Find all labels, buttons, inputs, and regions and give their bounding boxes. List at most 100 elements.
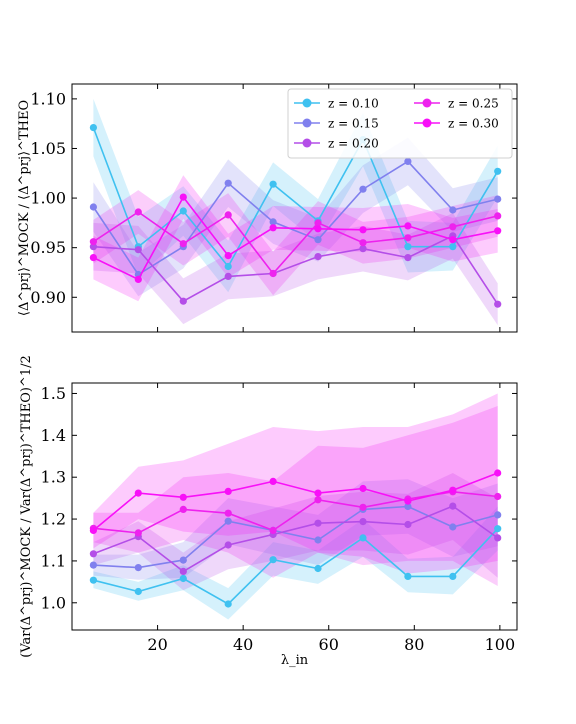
- data-point-top-4-4: [269, 224, 277, 232]
- legend-label-3: z = 0.25: [448, 97, 499, 111]
- series-top-4: [89, 193, 502, 283]
- data-point-bottom-1-8: [449, 523, 457, 531]
- data-point-bottom-4-1: [134, 489, 142, 497]
- data-point-top-1-8: [449, 206, 457, 214]
- data-point-top-2-9: [494, 300, 502, 308]
- band-top-series-3: [93, 190, 498, 296]
- legend-item-3: z = 0.25: [414, 97, 499, 111]
- data-point-top-0-3: [224, 262, 232, 271]
- data-point-bottom-1-7: [404, 502, 412, 511]
- data-point-top-0-8: [449, 243, 457, 251]
- data-point-top-3-1: [134, 208, 142, 216]
- legend-frame: [287, 88, 513, 159]
- data-point-top-3-7: [404, 234, 412, 242]
- data-point-bottom-1-2: [179, 556, 187, 564]
- data-point-top-3-0: [89, 238, 97, 246]
- bands-bottom: [93, 393, 498, 620]
- data-point-bottom-4-9: [494, 469, 502, 477]
- band-bottom-series-3: [93, 406, 498, 586]
- data-point-top-4-8: [449, 236, 457, 244]
- series-line-top-1: [92, 160, 498, 276]
- data-point-top-3-3: [224, 211, 232, 219]
- data-point-bottom-4-2: [179, 493, 187, 501]
- data-point-bottom-0-3: [224, 600, 232, 608]
- data-point-top-1-4: [269, 218, 277, 226]
- data-point-top-0-0: [89, 124, 97, 132]
- data-point-bottom-3-3: [224, 509, 232, 517]
- y-axis-label-top: ⟨Δ^prj⟩^MOCK / ⟨Δ^prj⟩^THEO: [17, 100, 32, 316]
- legend-item-0: z = 0.10: [294, 97, 379, 111]
- legend-item-4: z = 0.30: [414, 117, 499, 131]
- y-tick-label-top-4: 1.10: [30, 89, 66, 108]
- data-point-top-1-5: [314, 236, 322, 244]
- data-point-bottom-0-1: [134, 587, 142, 596]
- data-point-bottom-0-2: [179, 574, 187, 583]
- data-point-top-3-9: [494, 212, 502, 220]
- data-point-top-3-2: [179, 240, 187, 248]
- data-point-top-4-3: [224, 252, 232, 260]
- band-top-series-1: [93, 137, 498, 297]
- series-top-2: [89, 232, 502, 308]
- data-point-bottom-2-5: [314, 519, 322, 527]
- data-point-top-0-9: [494, 167, 502, 175]
- data-point-top-0-2: [179, 207, 187, 215]
- data-point-bottom-2-0: [89, 550, 97, 558]
- legend-marker-2: [302, 138, 312, 148]
- data-point-bottom-1-0: [89, 561, 97, 569]
- axes-frame-top: [71, 83, 518, 333]
- legend-label-4: z = 0.30: [448, 117, 499, 131]
- data-point-bottom-4-3: [224, 487, 232, 495]
- legend-item-1: z = 0.15: [294, 117, 379, 131]
- data-point-bottom-2-6: [359, 518, 367, 526]
- data-point-bottom-2-2: [179, 567, 187, 576]
- series-line-bottom-2: [93, 505, 499, 573]
- y-axis-label-bottom: (Var(Δ^prj)^MOCK / Var(Δ^prj)^THEO)^1/2: [19, 355, 34, 657]
- data-point-top-3-6: [359, 239, 367, 247]
- series-bottom-0: [89, 525, 502, 608]
- data-point-bottom-3-4: [269, 526, 277, 535]
- series-line-bottom-0: [93, 528, 499, 605]
- legend-marker-1: [302, 118, 312, 128]
- data-point-top-4-5: [314, 225, 322, 233]
- data-point-bottom-4-5: [314, 489, 322, 497]
- data-point-bottom-0-9: [494, 525, 502, 533]
- y-tick-label-bottom-5: 1.5: [41, 384, 66, 403]
- band-bottom-series-0: [93, 506, 498, 620]
- data-point-bottom-3-6: [359, 503, 367, 511]
- legend-label-0: z = 0.10: [328, 97, 379, 111]
- y-tick-label-top-3: 1.05: [30, 139, 66, 158]
- data-point-bottom-0-7: [404, 572, 412, 581]
- y-tick-label-bottom-4: 1.4: [41, 426, 66, 445]
- data-point-top-2-2: [179, 297, 187, 305]
- data-point-bottom-0-4: [269, 556, 277, 564]
- data-point-bottom-4-7: [404, 497, 412, 505]
- data-point-bottom-3-1: [134, 529, 142, 537]
- data-point-bottom-1-3: [224, 517, 232, 525]
- data-point-bottom-2-3: [224, 541, 232, 549]
- legend-marker-4: [422, 118, 432, 128]
- data-point-bottom-3-5: [314, 496, 322, 504]
- data-point-top-4-2: [179, 193, 187, 201]
- x-tick-label-bottom-2: 60: [319, 635, 339, 654]
- data-point-bottom-2-8: [449, 502, 457, 510]
- data-point-top-0-7: [404, 243, 412, 251]
- data-point-top-1-7: [404, 157, 412, 165]
- data-point-top-0-4: [269, 180, 277, 188]
- y-tick-label-top-1: 0.95: [30, 238, 66, 257]
- data-point-top-1-6: [359, 185, 367, 193]
- band-top-series-4: [93, 175, 498, 302]
- series-line-top-4: [93, 195, 498, 281]
- data-point-top-2-7: [404, 254, 412, 262]
- y-tick-label-bottom-0: 1.0: [41, 593, 66, 612]
- data-point-bottom-4-4: [269, 477, 277, 485]
- data-point-top-2-3: [224, 272, 232, 280]
- series-line-bottom-4: [92, 472, 498, 532]
- data-point-bottom-0-0: [89, 576, 97, 584]
- data-point-bottom-2-9: [494, 534, 502, 542]
- panel-top: 0.90 0.95 1.00 1.05 1.10⟨Δ^prj⟩^MOCK / ⟨Δ^pr…: [17, 83, 518, 333]
- data-point-top-4-6: [359, 226, 367, 234]
- x-axis-label: λ_in: [281, 653, 309, 668]
- data-point-bottom-4-0: [89, 526, 97, 535]
- x-tick-label-bottom-4: 100: [485, 635, 516, 654]
